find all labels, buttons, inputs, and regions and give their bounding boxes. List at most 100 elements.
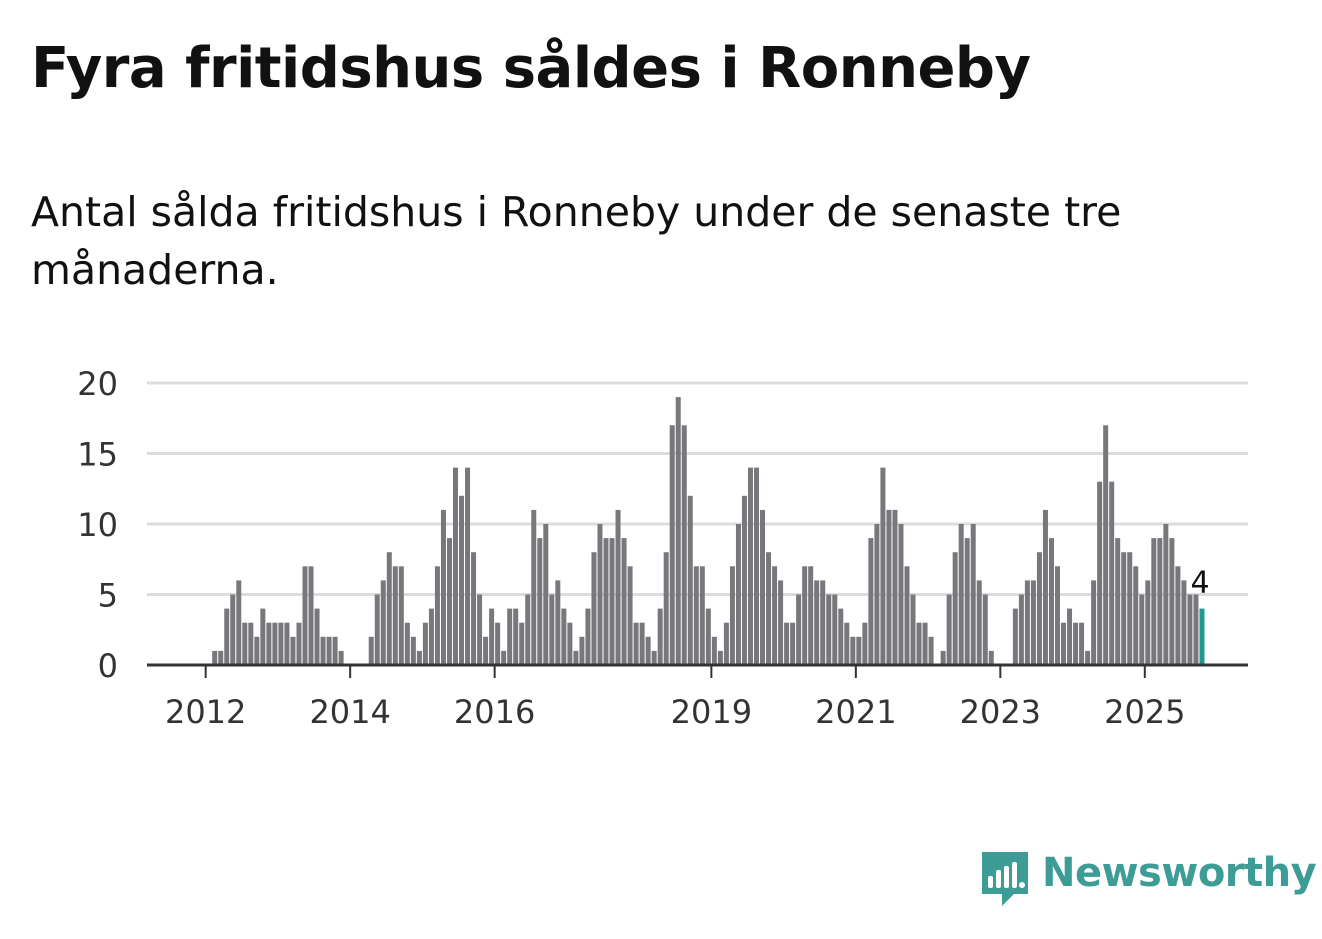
bar bbox=[1042, 509, 1048, 665]
bar bbox=[597, 524, 603, 665]
bar bbox=[1187, 594, 1193, 665]
bar bbox=[729, 566, 735, 665]
bar bbox=[1055, 566, 1060, 665]
bar bbox=[579, 636, 585, 665]
bar bbox=[380, 580, 386, 665]
bar bbox=[1181, 580, 1187, 665]
bar bbox=[410, 636, 416, 665]
bar bbox=[916, 622, 922, 665]
bar bbox=[844, 622, 850, 665]
bar bbox=[946, 594, 952, 665]
bar bbox=[1109, 481, 1115, 665]
bar bbox=[717, 650, 723, 665]
bar bbox=[862, 622, 868, 665]
newsworthy-logo-icon bbox=[982, 852, 1028, 906]
bar bbox=[772, 566, 778, 665]
bar bbox=[1024, 580, 1030, 665]
bar bbox=[224, 608, 230, 665]
bar bbox=[1061, 622, 1067, 665]
bar bbox=[675, 397, 681, 665]
x-tick-label: 2012 bbox=[165, 693, 246, 731]
bar bbox=[573, 650, 579, 665]
bar bbox=[958, 524, 964, 665]
bar bbox=[218, 650, 224, 665]
bar bbox=[471, 552, 477, 665]
bar bbox=[489, 608, 495, 665]
bar bbox=[428, 608, 434, 665]
bar bbox=[832, 594, 838, 665]
bar bbox=[657, 608, 663, 665]
bar bbox=[459, 495, 465, 665]
bar bbox=[645, 636, 651, 665]
bar bbox=[585, 608, 591, 665]
bar bbox=[1151, 538, 1157, 665]
bar bbox=[940, 650, 946, 665]
bar bbox=[314, 608, 320, 665]
bar bbox=[1127, 552, 1133, 665]
bar bbox=[567, 622, 573, 665]
bar bbox=[808, 566, 814, 665]
bar bbox=[495, 622, 501, 665]
newsworthy-logo[interactable]: Newsworthy bbox=[980, 848, 1317, 910]
bar bbox=[446, 538, 452, 665]
bar bbox=[910, 594, 916, 665]
bar bbox=[212, 650, 218, 665]
bar bbox=[880, 467, 886, 665]
bar bbox=[483, 636, 489, 665]
bar bbox=[693, 566, 699, 665]
y-tick-label: 20 bbox=[77, 365, 118, 403]
bar bbox=[543, 524, 549, 665]
bar bbox=[513, 608, 519, 665]
bar bbox=[723, 622, 729, 665]
bar bbox=[272, 622, 278, 665]
bar bbox=[741, 495, 747, 665]
bar bbox=[1163, 524, 1169, 665]
bar bbox=[699, 566, 705, 665]
bar bbox=[639, 622, 645, 665]
bar bbox=[705, 608, 711, 665]
bar bbox=[1012, 608, 1018, 665]
bar bbox=[392, 566, 398, 665]
bar bbox=[982, 594, 988, 665]
bar bbox=[308, 566, 314, 665]
bar bbox=[1079, 622, 1085, 665]
bar bbox=[404, 622, 410, 665]
bar bbox=[886, 509, 892, 665]
bar bbox=[850, 636, 856, 665]
bar bbox=[1175, 566, 1181, 665]
bar bbox=[1103, 425, 1109, 665]
bar bbox=[838, 608, 844, 665]
bar bbox=[248, 622, 254, 665]
bar bbox=[820, 580, 826, 665]
bar bbox=[633, 622, 639, 665]
bar bbox=[537, 538, 543, 665]
bar bbox=[615, 509, 621, 665]
bar bbox=[988, 650, 994, 665]
y-tick-label: 0 bbox=[98, 647, 118, 685]
bar bbox=[976, 580, 982, 665]
bar bbox=[290, 636, 296, 665]
bar bbox=[970, 524, 976, 665]
x-tick-label: 2025 bbox=[1104, 693, 1185, 731]
bar bbox=[501, 650, 507, 665]
bar bbox=[711, 636, 717, 665]
bar bbox=[621, 538, 627, 665]
bar bbox=[609, 538, 615, 665]
bar bbox=[651, 650, 657, 665]
bar bbox=[796, 594, 802, 665]
x-tick-label: 2014 bbox=[309, 693, 390, 731]
bar bbox=[802, 566, 808, 665]
bar bbox=[525, 594, 531, 665]
bar bbox=[964, 538, 970, 665]
bar bbox=[627, 566, 633, 665]
bar bbox=[260, 608, 266, 665]
bar bbox=[374, 594, 380, 665]
bar bbox=[1157, 538, 1163, 665]
bar bbox=[1018, 594, 1024, 665]
bar bbox=[422, 622, 428, 665]
bar bbox=[1121, 552, 1127, 665]
bar bbox=[1030, 580, 1036, 665]
bar bbox=[856, 636, 862, 665]
chart-title: Fyra fritidshus såldes i Ronneby bbox=[31, 36, 1031, 101]
bar bbox=[519, 622, 525, 665]
